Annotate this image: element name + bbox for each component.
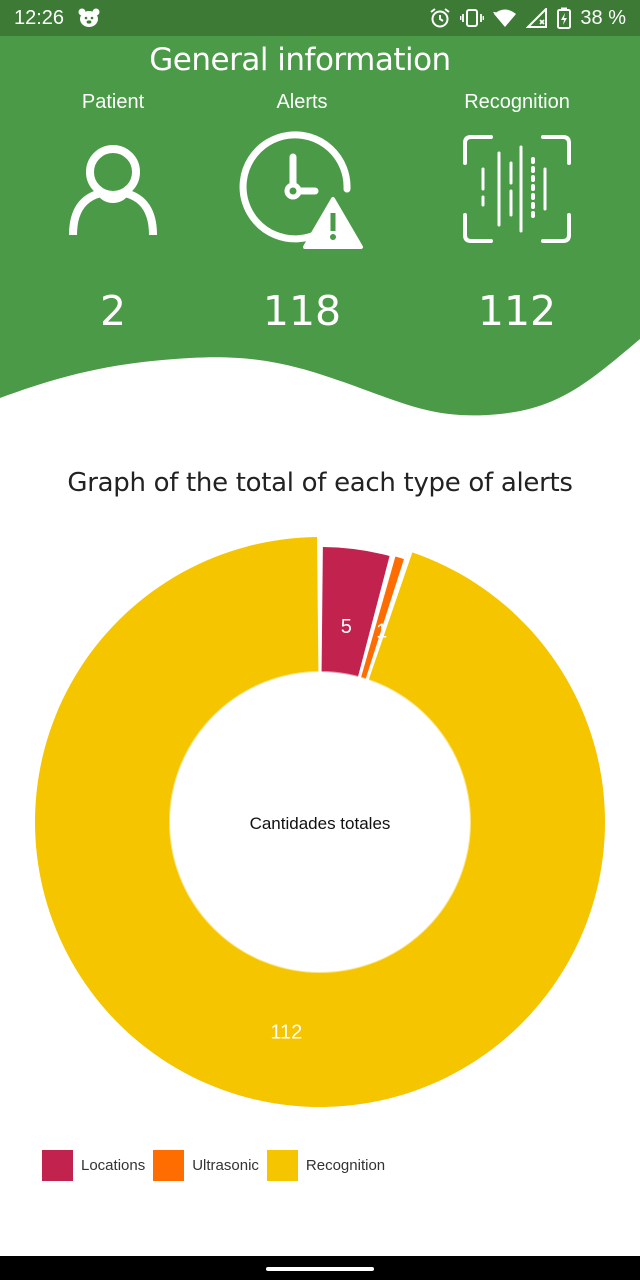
data-label-ultrasonic: 1 bbox=[376, 621, 387, 643]
battery-icon bbox=[557, 7, 572, 29]
donut-slice-recognition[interactable] bbox=[35, 537, 606, 1107]
signal-icon bbox=[526, 8, 548, 28]
donut-slice-ultrasonic[interactable] bbox=[360, 556, 404, 680]
alarm-icon bbox=[429, 7, 451, 29]
recognition-label: Recognition bbox=[464, 91, 570, 113]
vibrate-icon bbox=[460, 8, 485, 28]
person-icon bbox=[48, 126, 178, 251]
status-bar: 12:26 bbox=[0, 0, 640, 36]
legend-label: Recognition bbox=[305, 1157, 386, 1174]
alerts-label: Alerts bbox=[276, 91, 328, 113]
barcode-scan-icon bbox=[452, 126, 582, 251]
patient-count: 2 bbox=[99, 287, 127, 335]
data-label-recognition: 112 bbox=[270, 1021, 302, 1043]
donut-hole bbox=[183, 685, 457, 959]
status-time: 12:26 bbox=[14, 6, 65, 29]
alerts-count: 118 bbox=[262, 287, 342, 335]
legend-item-ultrasonic[interactable]: Ultrasonic bbox=[153, 1150, 259, 1181]
donut-inner-ring bbox=[169, 671, 471, 973]
legend-label: Locations bbox=[81, 1157, 146, 1174]
legend-item-recognition[interactable]: Recognition bbox=[266, 1150, 386, 1181]
donut-slice-locations[interactable] bbox=[321, 547, 390, 677]
donut-center-text: Cantidades totales bbox=[250, 814, 391, 833]
patient-label: Patient bbox=[81, 91, 145, 113]
legend-swatch bbox=[266, 1150, 298, 1181]
recognition-count: 112 bbox=[477, 287, 557, 335]
recognition-stat[interactable]: Recognition 112 bbox=[417, 88, 617, 335]
home-gesture-handle[interactable] bbox=[266, 1267, 374, 1271]
chart-title: Graph of the total of each type of alert… bbox=[67, 468, 573, 498]
header-title: General information bbox=[149, 42, 451, 78]
battery-percent: 38 % bbox=[580, 6, 626, 29]
navigation-bar bbox=[0, 1256, 640, 1280]
bear-notification-icon bbox=[78, 8, 100, 28]
alerts-stat[interactable]: Alerts 118 bbox=[202, 88, 402, 335]
alerts-donut-chart[interactable]: 5 1 112 Cantidades totales bbox=[0, 520, 640, 1130]
patient-stat[interactable]: Patient 2 bbox=[13, 88, 213, 335]
legend-swatch bbox=[153, 1150, 185, 1181]
legend-label: Ultrasonic bbox=[192, 1157, 259, 1174]
data-label-locations: 5 bbox=[341, 616, 352, 638]
legend-swatch bbox=[42, 1150, 73, 1181]
legend-item-locations[interactable]: Locations bbox=[42, 1150, 145, 1181]
wifi-icon bbox=[493, 8, 517, 28]
chart-legend: Locations Ultrasonic Recognition bbox=[42, 1150, 393, 1181]
clock-alert-icon bbox=[237, 126, 367, 251]
